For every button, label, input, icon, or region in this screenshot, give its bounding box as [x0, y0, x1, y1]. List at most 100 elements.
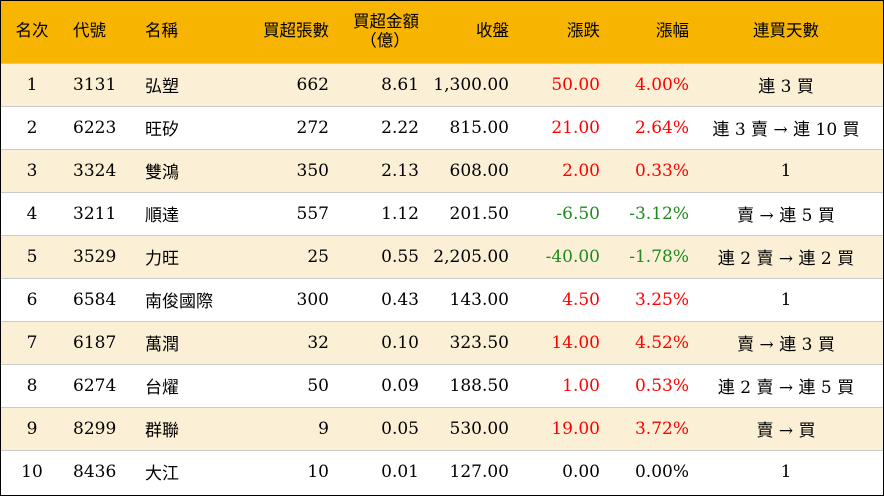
cell-close: 2,205.00	[433, 246, 509, 267]
header-net-buy-amount: 買超金額 （億）	[329, 1, 419, 63]
cell-name: 旺矽	[145, 120, 179, 140]
cell-rank: 5	[26, 246, 38, 267]
cell-consecutive-days: 賣 → 買	[756, 421, 816, 441]
cell-change: 14.00	[551, 332, 600, 353]
cell-rank: 7	[26, 332, 38, 353]
cell-name: 群聯	[145, 421, 179, 441]
cell-net-buy-lots: 32	[307, 332, 329, 353]
cell-change: 21.00	[551, 117, 600, 138]
table-row: 5 3529 力旺 25 0.55 2,205.00 -40.00 -1.78% 連 2 賣 →…	[1, 235, 883, 278]
cell-name: 順達	[145, 206, 179, 226]
cell-net-buy-amount: 0.55	[381, 246, 419, 267]
cell-close: 1,300.00	[433, 74, 509, 95]
cell-consecutive-days: 連 3 買	[758, 77, 814, 97]
cell-code: 3131	[73, 74, 117, 95]
cell-consecutive-days: 1	[780, 461, 792, 482]
cell-change: 4.50	[562, 289, 600, 310]
cell-name: 台燿	[145, 378, 179, 398]
cell-net-buy-amount: 0.01	[381, 461, 419, 482]
cell-consecutive-days: 連 2 賣 → 連 2 買	[717, 249, 855, 269]
cell-change: -40.00	[545, 246, 600, 267]
table-header: 名次 代號 名稱 買超張數 買超金額 （億） 收盤 漲跌 漲幅 連買天數	[1, 1, 883, 63]
cell-consecutive-days: 賣 → 連 3 買	[737, 335, 835, 355]
cell-code: 6274	[73, 375, 117, 396]
cell-rank: 4	[26, 203, 38, 224]
cell-rank: 3	[26, 160, 38, 181]
cell-name: 雙鴻	[145, 163, 179, 183]
cell-name: 大江	[145, 464, 179, 485]
cell-rank: 1	[26, 74, 38, 95]
table-row: 4 3211 順達 557 1.12 201.50 -6.50 -3.12% 賣 → 連 5 買	[1, 192, 883, 235]
cell-change-pct: 0.53%	[634, 375, 689, 396]
cell-change-pct: -3.12%	[629, 203, 689, 224]
cell-code: 8299	[73, 418, 117, 439]
cell-close: 815.00	[449, 117, 509, 138]
cell-close: 127.00	[449, 461, 509, 482]
cell-change: 50.00	[551, 74, 600, 95]
cell-net-buy-lots: 350	[296, 160, 329, 181]
header-consecutive-days: 連買天數	[753, 21, 819, 41]
cell-consecutive-days: 賣 → 連 5 買	[737, 206, 835, 226]
cell-net-buy-lots: 272	[296, 117, 329, 138]
cell-close: 201.50	[449, 203, 509, 224]
header-net-buy-amount-line2: （億）	[360, 30, 410, 50]
cell-net-buy-lots: 25	[307, 246, 329, 267]
cell-consecutive-days: 1	[780, 289, 792, 310]
cell-change: 1.00	[562, 375, 600, 396]
header-name: 名稱	[145, 21, 178, 41]
cell-change: 0.00	[562, 461, 600, 482]
header-close: 收盤	[476, 21, 509, 41]
cell-name: 力旺	[145, 249, 179, 269]
table-row: 8 6274 台燿 50 0.09 188.50 1.00 0.53% 連 2 賣 → 連 5 …	[1, 364, 883, 407]
cell-rank: 10	[21, 461, 43, 482]
table-row: 2 6223 旺矽 272 2.22 815.00 21.00 2.64% 連 3 賣 → 連 …	[1, 106, 883, 149]
cell-change-pct: 0.33%	[634, 160, 689, 181]
cell-change: 19.00	[551, 418, 600, 439]
cell-change-pct: 2.64%	[634, 117, 689, 138]
cell-change-pct: 3.72%	[634, 418, 689, 439]
cell-consecutive-days: 連 3 賣 → 連 10 買	[712, 120, 860, 140]
cell-net-buy-lots: 50	[307, 375, 329, 396]
cell-net-buy-amount: 0.09	[381, 375, 419, 396]
cell-consecutive-days: 1	[780, 160, 792, 181]
cell-change-pct: 3.25%	[634, 289, 689, 310]
table-row: 10 8436 大江 10 0.01 127.00 0.00 0.00% 1	[1, 450, 883, 493]
header-rank: 名次	[15, 21, 49, 41]
cell-close: 530.00	[449, 418, 509, 439]
header-code: 代號	[73, 21, 106, 41]
cell-name: 南俊國際	[145, 292, 213, 312]
cell-code: 8436	[73, 461, 117, 482]
cell-net-buy-lots: 9	[318, 418, 329, 439]
cell-change-pct: 4.00%	[634, 74, 689, 95]
cell-rank: 8	[26, 375, 38, 396]
cell-net-buy-amount: 0.43	[381, 289, 419, 310]
header-net-buy-amount-line1: 買超金額	[353, 11, 419, 31]
cell-code: 3211	[73, 203, 117, 224]
cell-net-buy-lots: 300	[296, 289, 329, 310]
cell-net-buy-amount: 0.10	[381, 332, 419, 353]
cell-code: 6187	[73, 332, 117, 353]
header-net-buy-lots: 買超張數	[263, 21, 329, 41]
cell-rank: 9	[26, 418, 38, 439]
cell-close: 608.00	[449, 160, 509, 181]
cell-code: 3529	[73, 246, 117, 267]
header-change: 漲跌	[567, 21, 600, 41]
cell-close: 323.50	[449, 332, 509, 353]
cell-change-pct: -1.78%	[629, 246, 689, 267]
header-change-pct: 漲幅	[656, 21, 689, 41]
cell-change-pct: 4.52%	[634, 332, 689, 353]
cell-net-buy-amount: 1.12	[381, 203, 419, 224]
cell-net-buy-lots: 662	[296, 74, 329, 95]
cell-close: 143.00	[449, 289, 509, 310]
cell-name: 萬潤	[145, 335, 179, 355]
cell-consecutive-days: 連 2 賣 → 連 5 買	[717, 378, 855, 398]
cell-change-pct: 0.00%	[634, 461, 689, 482]
cell-net-buy-lots: 10	[307, 461, 329, 482]
table-body: 1 3131 弘塑 662 8.61 1,300.00 50.00 4.00% 連 3 買 2 62…	[1, 63, 883, 493]
table-row: 7 6187 萬潤 32 0.10 323.50 14.00 4.52% 賣 → 連 3 買	[1, 321, 883, 364]
table-row: 1 3131 弘塑 662 8.61 1,300.00 50.00 4.00% 連 3 買	[1, 63, 883, 106]
cell-rank: 6	[26, 289, 38, 310]
cell-net-buy-amount: 8.61	[381, 74, 419, 95]
